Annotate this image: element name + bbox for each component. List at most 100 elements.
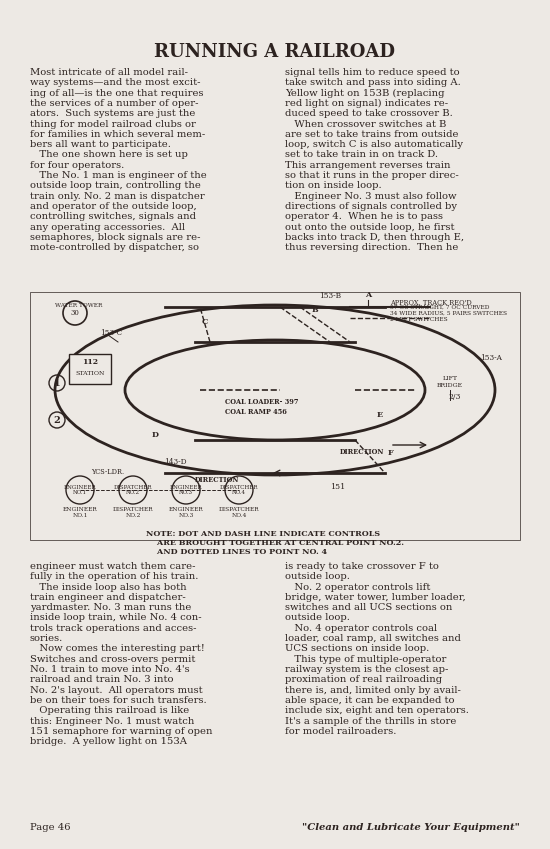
Text: When crossover switches at B: When crossover switches at B (285, 120, 447, 128)
Text: train only. No. 2 man is dispatcher: train only. No. 2 man is dispatcher (30, 192, 205, 200)
Text: for four operators.: for four operators. (30, 160, 124, 170)
Text: ENGINEER
NO.3: ENGINEER NO.3 (170, 485, 202, 496)
Text: D: D (151, 431, 158, 439)
Text: 57 OS STRAIGHT, 7 OC CURVED: 57 OS STRAIGHT, 7 OC CURVED (390, 305, 490, 310)
Text: bridge, water tower, lumber loader,: bridge, water tower, lumber loader, (285, 593, 466, 602)
Text: way systems—and the most excit-: way systems—and the most excit- (30, 78, 201, 87)
Text: E: E (377, 411, 383, 419)
Text: Most intricate of all model rail-: Most intricate of all model rail- (30, 68, 188, 77)
Text: DISPATCHER
NO.4: DISPATCHER NO.4 (219, 507, 259, 518)
Text: outside loop.: outside loop. (285, 614, 350, 622)
Text: so that it runs in the proper direc-: so that it runs in the proper direc- (285, 171, 459, 180)
Text: 30: 30 (70, 309, 79, 317)
Text: DIRECTION: DIRECTION (195, 476, 239, 484)
Text: backs into track D, then through E,: backs into track D, then through E, (285, 233, 464, 242)
Text: No. 2's layout.  All operators must: No. 2's layout. All operators must (30, 686, 202, 694)
Text: The inside loop also has both: The inside loop also has both (30, 582, 186, 592)
Text: RUNNING A RAILROAD: RUNNING A RAILROAD (155, 43, 395, 61)
Text: No. 2 operator controls lift: No. 2 operator controls lift (285, 582, 430, 592)
Text: include six, eight and ten operators.: include six, eight and ten operators. (285, 706, 469, 715)
Text: the services of a number of oper-: the services of a number of oper- (30, 98, 199, 108)
FancyBboxPatch shape (69, 354, 111, 384)
Text: No. 1 train to move into No. 4's: No. 1 train to move into No. 4's (30, 665, 190, 674)
Text: ENGINEER
NO.1: ENGINEER NO.1 (64, 485, 96, 496)
Text: The No. 1 man is engineer of the: The No. 1 man is engineer of the (30, 171, 207, 180)
Text: signal tells him to reduce speed to: signal tells him to reduce speed to (285, 68, 460, 77)
Text: loop, switch C is also automatically: loop, switch C is also automatically (285, 140, 463, 149)
Text: operator 4.  When he is to pass: operator 4. When he is to pass (285, 212, 443, 222)
Text: 34 WIDE RADIUS, 5 PAIRS SWITCHES: 34 WIDE RADIUS, 5 PAIRS SWITCHES (390, 311, 507, 316)
Text: YCS-LDR.: YCS-LDR. (91, 468, 124, 476)
Text: DIRECTION: DIRECTION (340, 448, 384, 456)
Text: semaphores, block signals are re-: semaphores, block signals are re- (30, 233, 201, 242)
Text: 2: 2 (54, 415, 60, 424)
Text: controlling switches, signals and: controlling switches, signals and (30, 212, 196, 222)
Text: train engineer and dispatcher-: train engineer and dispatcher- (30, 593, 186, 602)
Text: tion on inside loop.: tion on inside loop. (285, 182, 382, 190)
Text: and operator of the outside loop,: and operator of the outside loop, (30, 202, 197, 211)
Text: railway system is the closest ap-: railway system is the closest ap- (285, 665, 448, 674)
Text: A: A (365, 291, 371, 299)
Text: this: Engineer No. 1 must watch: this: Engineer No. 1 must watch (30, 717, 194, 726)
Text: able space, it can be expanded to: able space, it can be expanded to (285, 696, 454, 705)
Text: 151 semaphore for warning of open: 151 semaphore for warning of open (30, 727, 212, 736)
Text: 2/3: 2/3 (449, 393, 461, 401)
Text: outside loop train, controlling the: outside loop train, controlling the (30, 182, 201, 190)
Text: Yellow light on 153B (replacing: Yellow light on 153B (replacing (285, 88, 444, 98)
Text: are set to take trains from outside: are set to take trains from outside (285, 130, 459, 138)
Text: NOTE: DOT AND DASH LINE INDICATE CONTROLS
    ARE BROUGHT TOGETHER AT CENTRAL PO: NOTE: DOT AND DASH LINE INDICATE CONTROL… (146, 530, 404, 556)
Text: proximation of real railroading: proximation of real railroading (285, 675, 442, 684)
Text: Operating this railroad is like: Operating this railroad is like (30, 706, 189, 715)
Text: 112: 112 (82, 358, 98, 366)
Text: thus reversing direction.  Then he: thus reversing direction. Then he (285, 243, 458, 252)
Text: This arrangement reverses train: This arrangement reverses train (285, 160, 450, 170)
Text: loader, coal ramp, all switches and: loader, coal ramp, all switches and (285, 634, 461, 643)
Text: 153-B: 153-B (319, 292, 341, 300)
Text: The one shown here is set up: The one shown here is set up (30, 150, 188, 160)
Text: directions of signals controlled by: directions of signals controlled by (285, 202, 457, 211)
Text: sories.: sories. (30, 634, 63, 643)
Text: DISPATCHER
NO.4: DISPATCHER NO.4 (220, 485, 258, 496)
Text: for model railroaders.: for model railroaders. (285, 727, 397, 736)
Text: 143-D: 143-D (164, 458, 186, 466)
Text: Switches and cross-overs permit: Switches and cross-overs permit (30, 655, 195, 664)
Text: COAL RAMP 456: COAL RAMP 456 (225, 408, 287, 416)
Text: railroad and train No. 3 into: railroad and train No. 3 into (30, 675, 173, 684)
Text: Page 46: Page 46 (30, 824, 70, 833)
Text: ing of all—is the one that requires: ing of all—is the one that requires (30, 88, 204, 98)
Text: Now comes the interesting part!: Now comes the interesting part! (30, 644, 205, 654)
Text: 151: 151 (331, 483, 345, 491)
Text: F: F (387, 449, 393, 457)
Text: "Clean and Lubricate Your Equipment": "Clean and Lubricate Your Equipment" (302, 824, 520, 833)
Text: fully in the operation of his train.: fully in the operation of his train. (30, 572, 199, 582)
Text: No. 4 operator controls coal: No. 4 operator controls coal (285, 624, 437, 633)
Text: UCS sections on inside loop.: UCS sections on inside loop. (285, 644, 429, 654)
Text: 153-C: 153-C (100, 329, 122, 337)
Text: ators.  Such systems are just the: ators. Such systems are just the (30, 110, 195, 118)
Text: bridge.  A yellow light on 153A: bridge. A yellow light on 153A (30, 737, 187, 746)
Text: any operating accessories.  All: any operating accessories. All (30, 222, 185, 232)
Text: APPROX. TRACK REQ'D: APPROX. TRACK REQ'D (390, 298, 472, 306)
Text: bers all want to participate.: bers all want to participate. (30, 140, 171, 149)
FancyBboxPatch shape (30, 292, 520, 540)
Text: DISPATCHER
NO.2: DISPATCHER NO.2 (113, 507, 153, 518)
Text: DISPATCHER
NO.2: DISPATCHER NO.2 (114, 485, 152, 496)
Text: 1: 1 (54, 379, 60, 387)
Text: there is, and, limited only by avail-: there is, and, limited only by avail- (285, 686, 461, 694)
Text: thing for model railroad clubs or: thing for model railroad clubs or (30, 120, 196, 128)
Text: take switch and pass into siding A.: take switch and pass into siding A. (285, 78, 461, 87)
Text: This type of multiple-operator: This type of multiple-operator (285, 655, 447, 664)
Text: BRIDGE: BRIDGE (437, 383, 463, 387)
Text: STATION: STATION (75, 370, 104, 375)
Text: red light on signal) indicates re-: red light on signal) indicates re- (285, 98, 448, 108)
Text: duced speed to take crossover B.: duced speed to take crossover B. (285, 110, 453, 118)
Text: engineer must watch them care-: engineer must watch them care- (30, 562, 195, 571)
Text: out onto the outside loop, he first: out onto the outside loop, he first (285, 222, 454, 232)
Text: It's a sample of the thrills in store: It's a sample of the thrills in store (285, 717, 456, 726)
Text: LIFT: LIFT (443, 375, 458, 380)
Text: yardmaster. No. 3 man runs the: yardmaster. No. 3 man runs the (30, 603, 191, 612)
Text: outside loop.: outside loop. (285, 572, 350, 582)
Text: ENGINEER
NO.1: ENGINEER NO.1 (63, 507, 97, 518)
Text: WATER TOWER: WATER TOWER (55, 303, 102, 308)
Text: C: C (202, 318, 208, 326)
